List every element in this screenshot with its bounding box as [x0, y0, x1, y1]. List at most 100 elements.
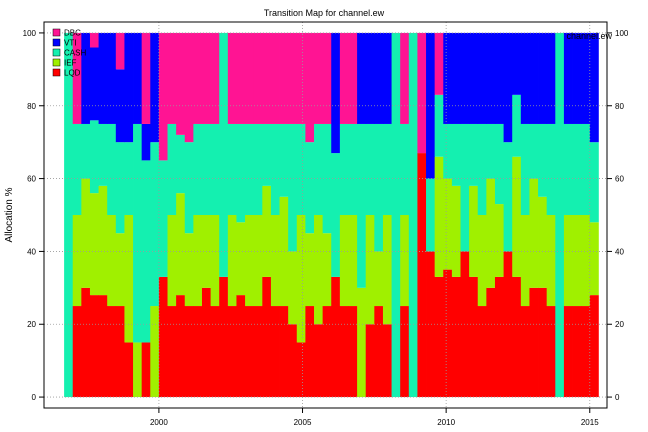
bar-ief-48	[477, 215, 487, 307]
bar-cash-28	[305, 142, 315, 234]
legend-swatch-vti	[52, 38, 61, 47]
bar-lqd-43	[434, 276, 444, 398]
plot-frame	[43, 21, 608, 409]
bar-dbc-25	[279, 32, 289, 124]
bar-ief-29	[314, 215, 324, 325]
bar-cash-48	[477, 123, 487, 215]
bar-lqd-4	[98, 295, 108, 398]
bar-vti-42	[426, 32, 436, 179]
bar-ief-58	[563, 215, 573, 307]
bar-lqd-41	[417, 153, 427, 398]
bar-vti-9	[141, 123, 151, 161]
bar-dbc-41	[417, 32, 427, 154]
bar-ief-43	[434, 156, 444, 277]
bar-ief-6	[115, 233, 125, 307]
bar-ief-35	[365, 215, 375, 325]
bar-dbc-28	[305, 32, 315, 143]
bar-cash-37	[382, 123, 392, 215]
bar-lqd-20	[236, 295, 246, 398]
bar-ief-34	[357, 287, 367, 398]
bar-cash-53	[520, 123, 530, 215]
bar-dbc-20	[236, 32, 246, 124]
y-tick-label-right: 20	[615, 320, 624, 329]
bar-lqd-55	[538, 287, 548, 398]
bar-lqd-60	[581, 306, 591, 398]
bar-ief-8	[133, 342, 143, 398]
bar-vti-36	[374, 32, 384, 124]
legend-swatch-ief	[52, 58, 61, 67]
bar-lqd-61	[589, 295, 599, 398]
bar-cash-15	[193, 123, 203, 215]
bar-lqd-9	[141, 342, 151, 398]
bar-dbc-21	[245, 32, 255, 124]
bar-cash-21	[245, 123, 255, 215]
bar-dbc-6	[115, 32, 125, 70]
bar-lqd-21	[245, 306, 255, 398]
bar-lqd-17	[210, 306, 220, 398]
bar-dbc-11	[158, 32, 168, 161]
bar-cash-49	[486, 123, 496, 179]
bar-dbc-39	[400, 32, 410, 124]
bar-ief-59	[572, 215, 582, 307]
bar-cash-45	[451, 123, 461, 186]
x-tick-label: 2005	[294, 418, 312, 427]
bar-cash-20	[236, 123, 246, 223]
bar-lqd-6	[115, 306, 125, 398]
bar-cash-51	[503, 142, 513, 252]
bar-vti-59	[572, 32, 582, 124]
bar-ief-56	[546, 215, 556, 307]
bar-cash-38	[391, 32, 401, 398]
bar-ief-49	[486, 178, 496, 288]
bar-cash-43	[434, 94, 444, 157]
bar-cash-30	[322, 123, 332, 234]
bar-vti-3	[89, 47, 99, 121]
bar-lqd-32	[339, 306, 349, 398]
bar-cash-5	[107, 123, 117, 215]
bar-vti-31	[331, 32, 341, 154]
y-tick-label-left: 100	[23, 29, 37, 38]
bar-lqd-56	[546, 306, 556, 398]
bar-dbc-13	[176, 32, 186, 135]
bar-cash-0	[64, 32, 74, 398]
axes: 0 0 20 20 40 40 60 60 80 80 100 100 2000 2005 2010 2015	[23, 29, 629, 427]
bar-ief-52	[512, 156, 522, 277]
bar-ief-27	[296, 215, 306, 343]
bar-cash-34	[357, 123, 367, 288]
bar-ief-54	[529, 178, 539, 288]
bar-vti-4	[98, 32, 108, 124]
bar-ief-20	[236, 222, 246, 296]
bar-ief-12	[167, 215, 177, 307]
bar-dbc-43	[434, 32, 444, 95]
bar-cash-39	[400, 123, 410, 215]
chart-title: Transition Map for channel.ew	[264, 8, 385, 18]
bar-vti-37	[382, 32, 392, 124]
bar-ief-45	[451, 185, 461, 277]
y-tick-label-right: 40	[615, 247, 624, 256]
bar-cash-31	[331, 153, 341, 277]
bar-vti-10	[150, 32, 160, 143]
bar-ief-19	[227, 215, 237, 307]
bar-lqd-46	[460, 251, 470, 398]
y-tick-label-left: 80	[27, 102, 36, 111]
bar-vti-8	[133, 32, 143, 124]
bar-dbc-9	[141, 32, 151, 124]
bar-vti-5	[107, 32, 117, 124]
bar-dbc-27	[296, 32, 306, 124]
bar-ief-32	[339, 215, 349, 307]
bar-dbc-12	[167, 32, 177, 124]
corner-label: channel.ew	[566, 31, 612, 41]
bar-cash-1	[72, 123, 82, 215]
bar-cash-47	[469, 123, 479, 186]
bar-cash-42	[426, 178, 436, 252]
bar-cash-6	[115, 142, 125, 234]
bar-dbc-30	[322, 32, 332, 124]
bar-dbc-32	[339, 32, 349, 124]
bar-lqd-54	[529, 287, 539, 398]
bar-lqd-51	[503, 251, 513, 398]
bar-cash-46	[460, 123, 470, 252]
bar-ief-3	[89, 193, 99, 296]
bar-lqd-26	[288, 324, 298, 398]
bar-vti-6	[115, 69, 125, 143]
bar-lqd-28	[305, 306, 315, 398]
